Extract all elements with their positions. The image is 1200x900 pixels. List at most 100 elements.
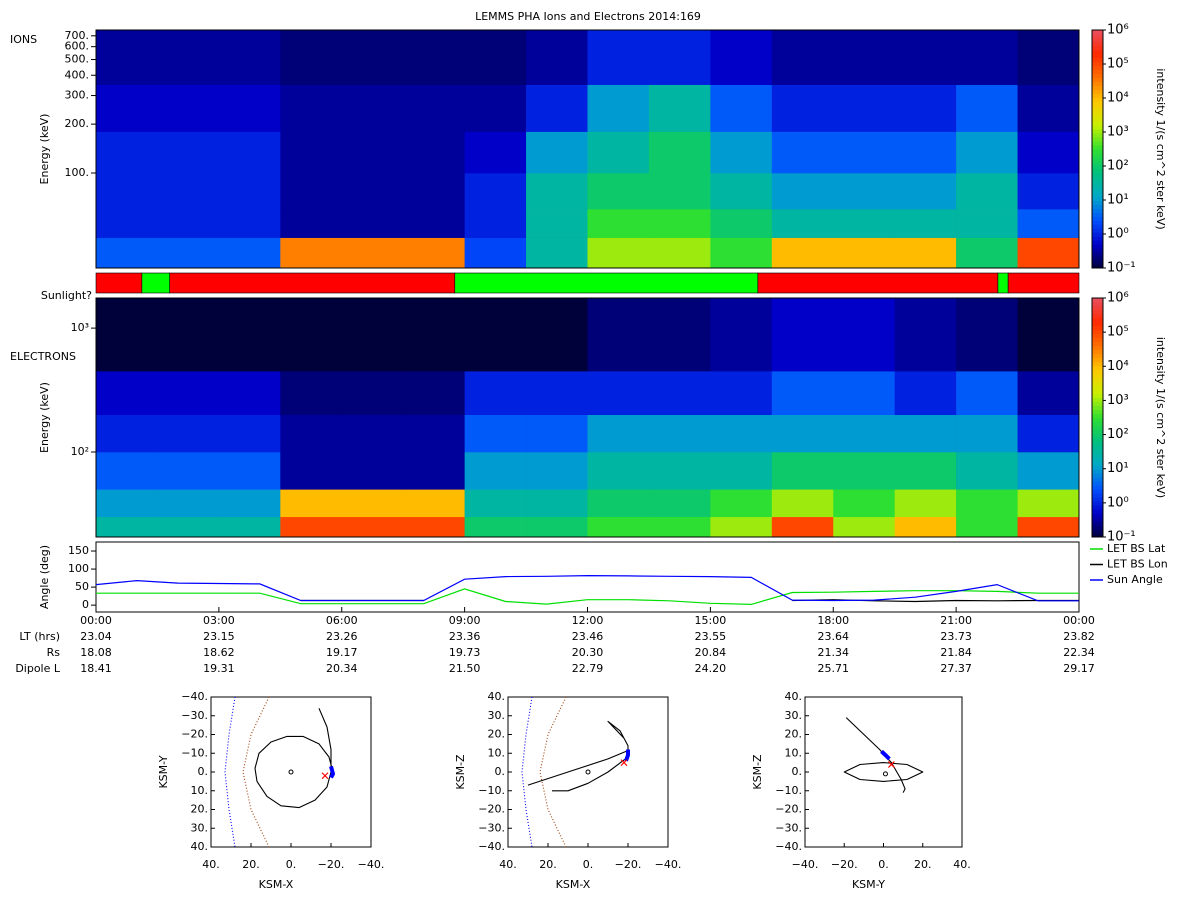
colorbar-swatch [1092, 457, 1103, 462]
heatmap-cell [587, 298, 650, 372]
y-tick-label: 10. [191, 784, 209, 797]
colorbar-swatch [1092, 41, 1103, 47]
ephemeris-value: 23.64 [818, 630, 850, 643]
colorbar-swatch [1092, 417, 1103, 422]
ephemeris-value: 23.73 [940, 630, 972, 643]
heatmap-cell [710, 173, 773, 210]
heatmap-cell [280, 173, 343, 210]
plot-frame [210, 696, 372, 848]
colorbar-swatch [1092, 101, 1103, 106]
colorbar-tick-label: 10⁰ [1107, 227, 1129, 242]
heatmap-cell [648, 84, 711, 132]
sunlight-segment [757, 272, 999, 294]
ephemeris-value: 29.17 [1063, 662, 1095, 675]
heatmap-cell [587, 516, 650, 538]
y-tick-label: 0. [792, 765, 803, 778]
origin-marker [585, 769, 591, 775]
heatmap-cell [526, 209, 588, 238]
heatmap-cell [157, 414, 220, 453]
heatmap-cell [96, 516, 158, 538]
trajectory [242, 696, 270, 848]
heatmap-cell [894, 131, 957, 174]
colorbar-swatch [1092, 264, 1103, 269]
plot-frame [507, 696, 669, 848]
trajectory [845, 717, 906, 793]
heatmap-cell [894, 451, 957, 490]
heatmap-cell [96, 237, 158, 269]
colorbar-swatch [1092, 168, 1103, 174]
heatmap-cell [280, 489, 343, 518]
colorbar-swatch [1092, 345, 1103, 351]
heatmap-cell [771, 451, 834, 490]
colorbar-swatch [1092, 121, 1103, 126]
heatmap-cell [403, 414, 465, 453]
colorbar-swatch [1092, 305, 1103, 311]
colorbar-swatch [1092, 441, 1103, 446]
heatmap-cell [1017, 489, 1080, 518]
colorbar-tick-label: 10⁻¹ [1107, 530, 1136, 545]
heatmap-cell [218, 173, 281, 210]
heatmap-cell [587, 489, 650, 518]
heatmap-cell [403, 209, 465, 238]
heatmap-cell [894, 298, 957, 372]
y-tick-label: 40. [785, 690, 803, 703]
heatmap-cell [648, 451, 711, 490]
heatmap-cell [157, 173, 220, 210]
x-tick-label: 20. [242, 858, 260, 871]
heatmap-cell [771, 173, 834, 210]
y-tick-label: 0. [495, 765, 506, 778]
colorbar-swatch [1092, 353, 1103, 359]
sunlight-segment [1007, 272, 1080, 294]
colorbar-swatch [1092, 192, 1103, 197]
ephemeris-value: 19.73 [449, 646, 481, 659]
colorbar-tick-label: 10⁵ [1107, 325, 1129, 340]
heatmap-cell [956, 298, 1018, 372]
heatmap-cell [218, 30, 281, 85]
colorbar-tick-label: 10⁶ [1107, 23, 1129, 38]
colorbar-swatch [1092, 145, 1103, 150]
colorbar-swatch [1092, 349, 1103, 355]
ephemeris-label: Dipole L [15, 662, 61, 675]
heatmap-cell [526, 131, 588, 174]
colorbar-swatch [1092, 377, 1103, 383]
colorbar-tick-label: 10³ [1107, 125, 1129, 140]
ephemeris-value: 21.34 [818, 646, 850, 659]
colorbar-swatch [1092, 529, 1103, 534]
heatmap-cell [833, 237, 895, 269]
x-tick-label: 00:00 [1063, 614, 1095, 627]
ephemeris-value: 23.04 [80, 630, 112, 643]
heatmap-cell [648, 30, 711, 85]
colorbar-swatch [1092, 160, 1103, 166]
heatmap-cell [280, 371, 343, 416]
y-tick-label: 100. [65, 166, 90, 179]
colorbar-swatch [1092, 449, 1103, 454]
colorbar-swatch [1092, 236, 1103, 241]
heatmap-cell [587, 414, 650, 453]
heatmap-cell [341, 131, 404, 174]
series-line [96, 588, 1079, 606]
y-tick-label: 20. [785, 728, 803, 741]
heatmap-cell [587, 173, 650, 210]
heatmap-cell [157, 298, 220, 372]
heatmap-cell [526, 30, 588, 85]
x-axis-label: KSM-X [259, 878, 294, 891]
heatmap-cell [157, 516, 220, 538]
heatmap-cell [710, 237, 773, 269]
heatmap-cell [157, 489, 220, 518]
colorbar-swatch [1092, 325, 1103, 331]
y-tick-label: −20. [775, 803, 802, 816]
colorbar-swatch [1092, 252, 1103, 257]
heatmap-cell [280, 84, 343, 132]
colorbar-tick-label: 10¹ [1107, 461, 1129, 476]
heatmap-cell [956, 84, 1018, 132]
colorbar-swatch [1092, 381, 1103, 387]
colorbar-swatch [1092, 433, 1103, 438]
colorbar-tick-label: 10⁵ [1107, 57, 1129, 72]
y-tick-label: −40. [478, 840, 505, 853]
heatmap-cell [648, 516, 711, 538]
colorbar-swatch [1092, 57, 1103, 63]
x-tick-label: −20. [615, 858, 642, 871]
colorbar-swatch [1092, 413, 1103, 418]
colorbar-swatch [1092, 65, 1103, 71]
colorbar-swatch [1092, 30, 1103, 35]
